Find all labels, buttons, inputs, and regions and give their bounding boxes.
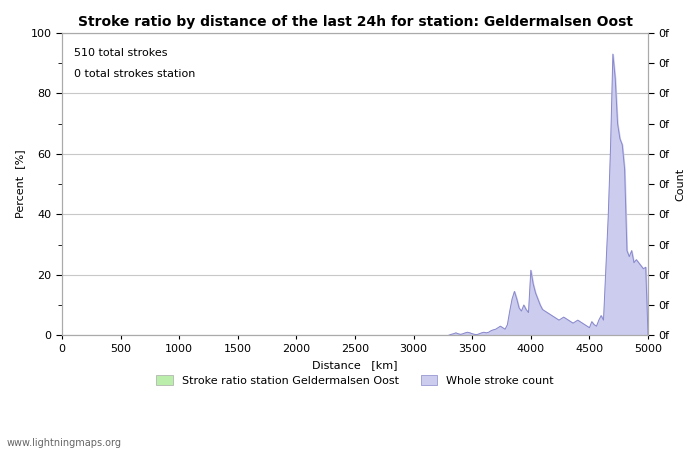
Text: www.lightningmaps.org: www.lightningmaps.org bbox=[7, 438, 122, 448]
Y-axis label: Percent  [%]: Percent [%] bbox=[15, 150, 25, 218]
Text: 0 total strokes station: 0 total strokes station bbox=[74, 69, 195, 79]
Legend: Stroke ratio station Geldermalsen Oost, Whole stroke count: Stroke ratio station Geldermalsen Oost, … bbox=[152, 370, 559, 390]
Y-axis label: Count: Count bbox=[675, 167, 685, 201]
X-axis label: Distance   [km]: Distance [km] bbox=[312, 360, 398, 370]
Text: 510 total strokes: 510 total strokes bbox=[74, 48, 167, 58]
Title: Stroke ratio by distance of the last 24h for station: Geldermalsen Oost: Stroke ratio by distance of the last 24h… bbox=[78, 15, 633, 29]
